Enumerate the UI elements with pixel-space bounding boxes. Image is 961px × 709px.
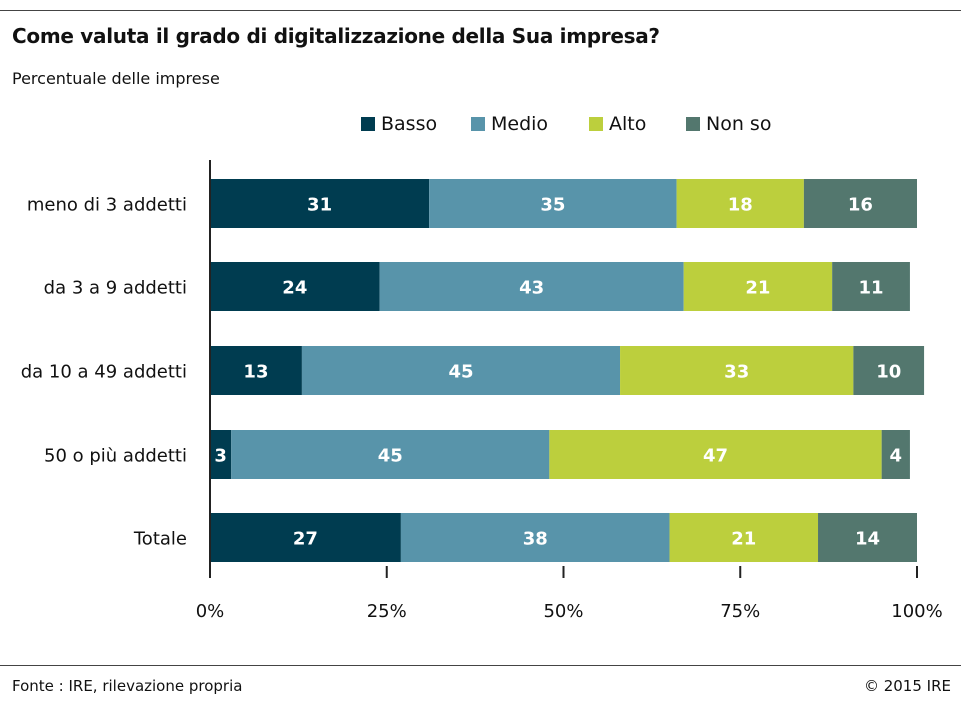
stacked-bar-chart: 0% 25% 50% 75% 100% 31 35 18 16 meno di 3 addetti… — [21, 160, 943, 622]
source-note: Fonte : IRE, rilevazione propria — [12, 677, 243, 695]
bar-label-1-1: 43 — [519, 278, 544, 299]
chart-title: Come valuta il grado di digitalizzazione… — [12, 24, 660, 48]
bar-label-4-2: 21 — [731, 529, 756, 550]
bar-label-4-0: 27 — [293, 529, 318, 550]
top-rule — [0, 10, 961, 11]
legend-label-alto: Alto — [609, 113, 647, 135]
legend-item-basso: Basso — [361, 113, 437, 135]
bar-3-3 — [881, 430, 910, 479]
legend-item-medio: Medio — [471, 113, 548, 135]
bar-1-1 — [379, 262, 684, 311]
category-label-1: da 3 a 9 addetti — [44, 278, 187, 299]
category-label-0: meno di 3 addetti — [27, 195, 187, 216]
bar-label-3-2: 47 — [703, 446, 728, 467]
x-tick-label-4: 100% — [891, 601, 942, 622]
bar-label-3-3: 4 — [890, 446, 903, 467]
bar-label-0-0: 31 — [307, 195, 332, 216]
x-tick-label-3: 75% — [720, 601, 760, 622]
legend-item-non-so: Non so — [686, 113, 771, 135]
category-label-3: 50 o più addetti — [44, 446, 187, 467]
legend: Basso Medio Alto Non so — [0, 113, 961, 139]
legend-label-medio: Medio — [491, 113, 549, 135]
bar-label-2-1: 45 — [448, 362, 473, 383]
bar-1-0 — [210, 262, 380, 311]
bar-3-2 — [549, 430, 882, 479]
bar-4-3 — [818, 513, 917, 562]
bar-2-0 — [210, 346, 302, 395]
bar-2-1 — [301, 346, 621, 395]
legend-swatch-non-so — [686, 117, 700, 131]
legend-swatch-medio — [471, 117, 485, 131]
bar-label-1-2: 21 — [745, 278, 770, 299]
bar-label-3-1: 45 — [378, 446, 403, 467]
bar-3-1 — [231, 430, 550, 479]
bar-0-3 — [803, 179, 917, 228]
bar-label-3-0: 3 — [214, 446, 227, 467]
bar-label-1-3: 11 — [859, 278, 884, 299]
bar-3-0 — [210, 430, 232, 479]
category-label-4: Totale — [133, 529, 187, 550]
legend-item-alto: Alto — [589, 113, 646, 135]
bar-1-3 — [832, 262, 910, 311]
bar-0-1 — [429, 179, 677, 228]
bar-4-0 — [210, 513, 401, 562]
x-tick-label-2: 50% — [543, 601, 583, 622]
legend-swatch-alto — [589, 117, 603, 131]
bar-label-0-3: 16 — [848, 195, 873, 216]
legend-label-basso: Basso — [381, 113, 438, 135]
legend-label-non-so: Non so — [706, 113, 772, 135]
bar-4-1 — [400, 513, 670, 562]
x-tick-label-1: 25% — [367, 601, 407, 622]
x-tick-label-0: 0% — [196, 601, 225, 622]
bar-label-2-2: 33 — [724, 362, 749, 383]
chart-subtitle: Percentuale delle imprese — [12, 69, 220, 88]
bar-2-2 — [620, 346, 854, 395]
bar-label-4-3: 14 — [855, 529, 880, 550]
bar-2-3 — [853, 346, 925, 395]
bar-label-0-1: 35 — [540, 195, 565, 216]
bottom-rule — [0, 665, 961, 666]
bar-0-0 — [210, 179, 430, 228]
bar-1-2 — [683, 262, 833, 311]
copyright-note: © 2015 IRE — [863, 677, 951, 695]
category-label-2: da 10 a 49 addetti — [21, 362, 187, 383]
bar-label-2-0: 13 — [243, 362, 268, 383]
bar-label-0-2: 18 — [728, 195, 753, 216]
legend-swatch-basso — [361, 117, 375, 131]
bar-label-2-3: 10 — [876, 362, 901, 383]
bar-label-4-1: 38 — [523, 529, 548, 550]
bar-label-1-0: 24 — [282, 278, 307, 299]
bar-0-2 — [676, 179, 804, 228]
bar-4-2 — [669, 513, 819, 562]
